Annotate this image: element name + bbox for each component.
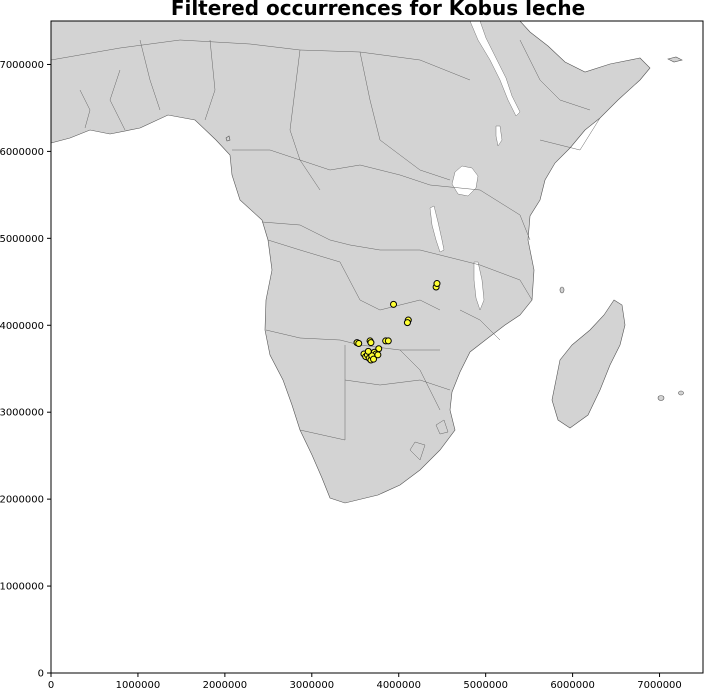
y-axis-ticks: 0 1000000 2000000 3000000 4000000 5000000 6000…	[0, 60, 51, 680]
occurrence-point	[367, 339, 375, 347]
lake-tanganyika	[429, 205, 445, 253]
x-tick-label: 2000000	[203, 680, 248, 690]
map-title: Filtered occurrences for Kobus leche	[171, 0, 585, 20]
occurrence-points	[353, 280, 441, 364]
y-tick-label: 2000000	[0, 495, 44, 506]
socotra-island	[667, 56, 683, 63]
occurrence-point	[370, 355, 378, 363]
y-tick-label: 5000000	[0, 234, 44, 245]
y-tick-label: 1000000	[0, 582, 44, 593]
x-tick-label: 4000000	[376, 680, 421, 690]
plot-frame	[50, 20, 704, 674]
x-tick-label: 5000000	[463, 680, 508, 690]
occurrence-point	[390, 300, 398, 308]
y-tick-label: 4000000	[0, 321, 44, 332]
comoros-island	[559, 286, 565, 294]
occurrence-point	[355, 340, 363, 348]
x-tick-label: 3000000	[290, 680, 335, 690]
mauritius-island	[657, 395, 665, 401]
bioko-island	[225, 135, 231, 142]
madagascar-landmass	[551, 299, 626, 429]
y-tick-label: 6000000	[0, 147, 44, 158]
country-borders	[50, 39, 601, 461]
map-area	[50, 20, 703, 673]
x-axis-ticks: 0 1000000 2000000 3000000 4000000 5000000 6000…	[48, 673, 682, 690]
occurrence-point	[433, 280, 441, 288]
x-tick-label: 6000000	[550, 680, 595, 690]
red-sea	[469, 20, 521, 117]
occurrence-point	[403, 319, 411, 327]
lake-malawi	[473, 261, 485, 311]
y-tick-label: 0	[38, 669, 44, 680]
x-tick-label: 0	[48, 680, 54, 690]
y-tick-label: 7000000	[0, 60, 44, 71]
y-tick-label: 3000000	[0, 408, 44, 419]
reunion-island	[678, 390, 684, 396]
x-tick-label: 1000000	[116, 680, 161, 690]
occurrence-point	[384, 337, 392, 345]
occurrence-point	[364, 347, 372, 355]
x-tick-label: 7000000	[637, 680, 682, 690]
lake-turkana	[495, 125, 503, 147]
